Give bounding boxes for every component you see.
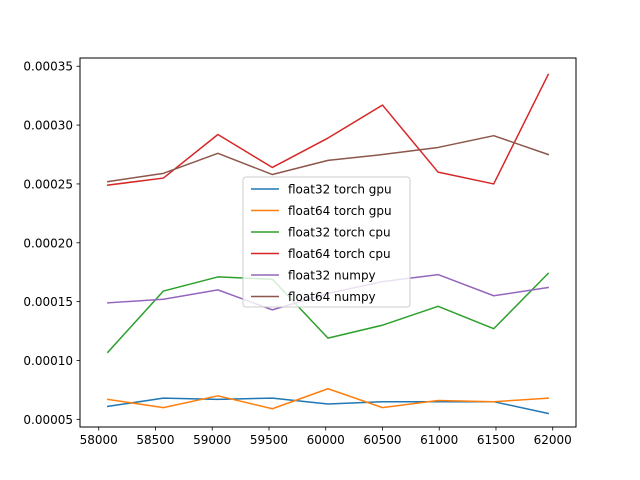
x-tick-label: 59500: [250, 433, 288, 447]
legend-label-float64-torch-gpu: float64 torch gpu: [288, 204, 392, 218]
series-line-float64-torch-cpu: [106, 73, 550, 186]
x-tick-label: 60000: [307, 433, 345, 447]
x-tick-label: 59000: [193, 433, 231, 447]
legend-box: [242, 176, 411, 308]
x-tick-label: 62000: [534, 433, 572, 447]
x-tick-label: 61000: [420, 433, 458, 447]
y-tick-label: 0.00005: [23, 413, 73, 427]
legend-label-float64-numpy: float64 numpy: [288, 290, 376, 304]
y-axis: 0.00005 0.00010 0.00015 0.00020 0.00025 0.000…: [23, 60, 80, 427]
y-tick-label: 0.00025: [23, 177, 73, 191]
legend-label-float32-numpy: float32 numpy: [288, 269, 376, 283]
x-axis: 58000 58500 59000 59500 60000 60500 61000 61500…: [80, 427, 572, 447]
legend-label-float32-torch-gpu: float32 torch gpu: [288, 183, 392, 197]
x-tick-label: 60500: [363, 433, 401, 447]
series-line-float64-torch-gpu: [106, 388, 549, 410]
legend-label-float32-torch-cpu: float32 torch cpu: [288, 226, 391, 240]
x-tick-label: 58000: [80, 433, 118, 447]
series-lines: [106, 73, 550, 415]
y-tick-label: 0.00030: [23, 119, 73, 133]
series-line-float32-torch-cpu: [106, 272, 550, 354]
series-line-float64-numpy: [106, 134, 550, 183]
y-tick-label: 0.00035: [23, 60, 73, 74]
y-tick-label: 0.00010: [23, 354, 73, 368]
x-tick-label: 58500: [136, 433, 174, 447]
y-tick-label: 0.00020: [23, 236, 73, 250]
x-tick-label: 61500: [477, 433, 515, 447]
legend-label-float64-torch-cpu: float64 torch cpu: [288, 247, 391, 261]
legend: float32 torch gpu float64 torch gpu float3…: [242, 176, 411, 308]
y-tick-label: 0.00015: [23, 295, 73, 309]
